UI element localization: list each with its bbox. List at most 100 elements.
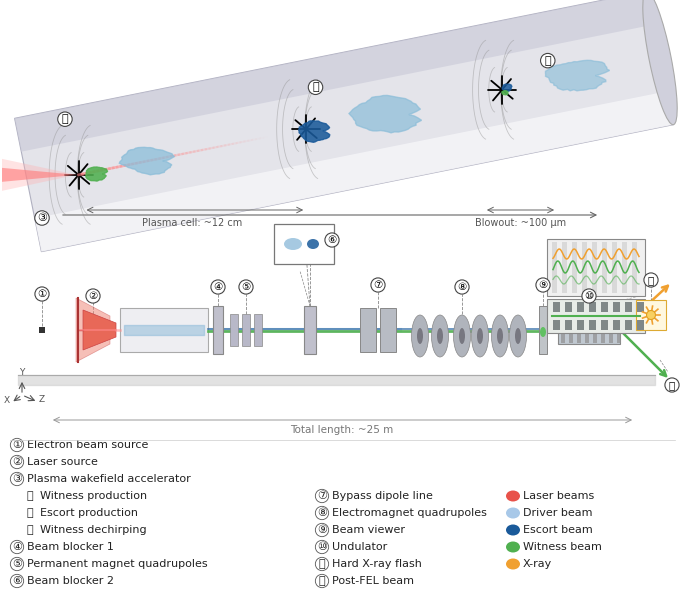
Text: Driver beam: Driver beam	[523, 508, 593, 518]
Text: Plasma cell: ~12 cm: Plasma cell: ~12 cm	[142, 218, 242, 228]
Ellipse shape	[307, 239, 319, 249]
Bar	[637, 302, 644, 312]
Ellipse shape	[412, 315, 429, 357]
Bar	[613, 302, 620, 312]
Ellipse shape	[492, 315, 508, 357]
Text: Y: Y	[19, 368, 25, 377]
Ellipse shape	[647, 311, 656, 319]
Ellipse shape	[510, 315, 527, 357]
Ellipse shape	[471, 315, 488, 357]
Bar	[585, 317, 589, 343]
Text: Ⓐ: Ⓐ	[62, 114, 68, 124]
Ellipse shape	[432, 315, 449, 357]
Text: Electron beam source: Electron beam source	[27, 440, 149, 450]
Polygon shape	[502, 90, 508, 95]
Bar	[565, 320, 572, 330]
FancyBboxPatch shape	[274, 224, 334, 264]
Ellipse shape	[417, 328, 423, 344]
Bar	[577, 320, 584, 330]
Bar	[617, 317, 621, 343]
FancyBboxPatch shape	[547, 239, 645, 296]
Text: ②: ②	[12, 457, 22, 467]
Text: Ⓐ: Ⓐ	[27, 491, 34, 501]
Text: ⑨: ⑨	[317, 525, 327, 535]
Text: Ⓑ: Ⓑ	[27, 508, 34, 518]
Ellipse shape	[506, 508, 520, 518]
Bar	[602, 242, 607, 293]
Bar	[577, 302, 584, 312]
Text: ⑪: ⑪	[319, 559, 325, 569]
Bar	[565, 302, 572, 312]
Text: ⑫: ⑫	[319, 576, 325, 586]
Ellipse shape	[477, 328, 483, 344]
Text: Plasma wakefield accelerator: Plasma wakefield accelerator	[27, 474, 190, 484]
Bar	[360, 308, 376, 352]
Text: ⑪: ⑪	[648, 275, 654, 285]
Bar	[242, 314, 250, 346]
Polygon shape	[2, 159, 77, 191]
Text: ⑥: ⑥	[327, 235, 336, 245]
Text: Witness production: Witness production	[40, 491, 147, 501]
Text: ⑤: ⑤	[12, 559, 22, 569]
Text: Witness dechirping: Witness dechirping	[40, 525, 147, 535]
Text: Laser beams: Laser beams	[523, 491, 595, 501]
Bar	[613, 320, 620, 330]
Bar	[592, 242, 597, 293]
Text: Blowout: ~100 μm: Blowout: ~100 μm	[475, 218, 566, 228]
Ellipse shape	[284, 238, 302, 250]
Text: Bypass dipole line: Bypass dipole line	[332, 491, 433, 501]
Text: ⑧: ⑧	[317, 508, 327, 518]
Bar	[304, 306, 316, 354]
Bar	[589, 320, 596, 330]
Text: Hard X-ray flash: Hard X-ray flash	[332, 559, 422, 569]
Bar	[553, 320, 560, 330]
FancyBboxPatch shape	[636, 300, 666, 330]
Polygon shape	[86, 167, 108, 181]
Bar	[625, 302, 632, 312]
Polygon shape	[2, 168, 77, 182]
FancyBboxPatch shape	[558, 316, 620, 344]
FancyBboxPatch shape	[547, 299, 645, 333]
Text: ②: ②	[88, 291, 98, 301]
Ellipse shape	[540, 327, 546, 337]
Text: ⑦: ⑦	[317, 491, 327, 501]
Text: Beam viewer: Beam viewer	[332, 525, 405, 535]
Ellipse shape	[506, 524, 520, 535]
Ellipse shape	[506, 542, 520, 553]
Polygon shape	[545, 60, 610, 91]
Text: ⑦: ⑦	[373, 280, 383, 290]
Bar	[572, 242, 577, 293]
Ellipse shape	[643, 0, 677, 125]
Bar	[637, 320, 644, 330]
Text: ⑩: ⑩	[584, 291, 594, 301]
Bar	[609, 317, 613, 343]
Polygon shape	[349, 95, 421, 133]
Text: ④: ④	[12, 542, 22, 552]
Bar	[577, 317, 581, 343]
Text: ⑧: ⑧	[458, 282, 466, 292]
Text: ①: ①	[38, 289, 47, 299]
Ellipse shape	[506, 491, 520, 502]
Bar	[552, 242, 557, 293]
Text: ⑫: ⑫	[669, 380, 675, 390]
Bar	[39, 327, 45, 333]
Text: ③: ③	[37, 213, 47, 223]
Text: Escort beam: Escort beam	[523, 525, 593, 535]
Text: Escort production: Escort production	[40, 508, 138, 518]
Bar	[601, 302, 608, 312]
FancyBboxPatch shape	[120, 308, 208, 352]
Polygon shape	[502, 84, 512, 91]
Text: ⑥: ⑥	[12, 576, 22, 586]
Polygon shape	[14, 0, 653, 152]
Text: X-ray: X-ray	[523, 559, 552, 569]
Bar	[539, 306, 547, 354]
Text: Beam blocker 2: Beam blocker 2	[27, 576, 114, 586]
Text: Laser source: Laser source	[27, 457, 98, 467]
Ellipse shape	[515, 328, 521, 344]
Ellipse shape	[453, 315, 471, 357]
Text: ⑤: ⑤	[241, 282, 251, 292]
Bar	[612, 242, 617, 293]
Text: X: X	[4, 396, 10, 405]
Text: ①: ①	[12, 440, 22, 450]
Text: ③: ③	[12, 474, 22, 484]
